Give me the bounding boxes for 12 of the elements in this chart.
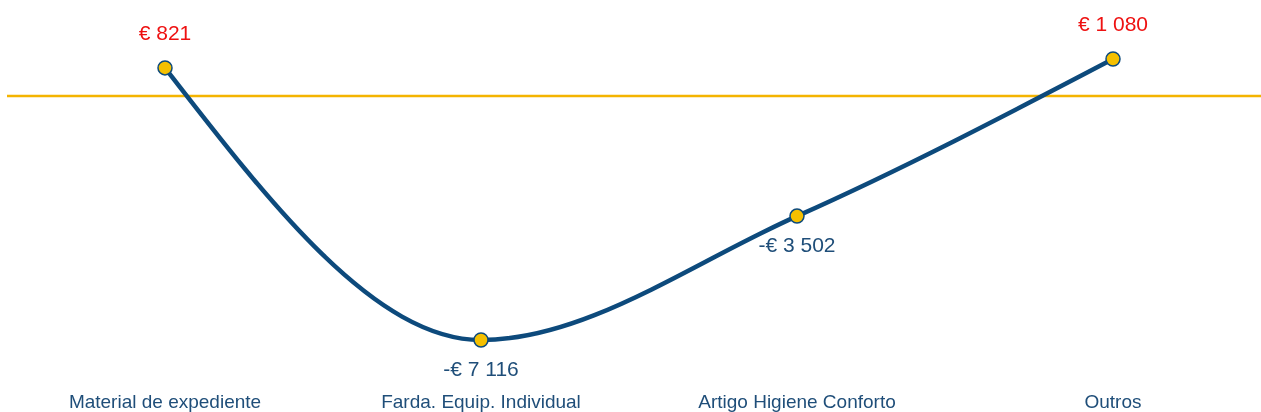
point — [1105, 51, 1121, 67]
data-label: -€ 7 116 — [443, 357, 519, 380]
point — [789, 208, 805, 224]
x-tick-label: Outros — [1084, 391, 1142, 412]
point — [157, 60, 173, 76]
data-label: -€ 3 502 — [758, 233, 836, 257]
x-tick-label: Material de expediente — [68, 391, 262, 412]
data-label: € 821 — [138, 20, 192, 44]
x-tick-label: Artigo Higiene Conforto — [698, 391, 896, 412]
data-label: € 1 080 — [1077, 12, 1149, 35]
x-tick-label: Farda. Equip. Individual — [381, 391, 581, 412]
point — [473, 332, 489, 348]
